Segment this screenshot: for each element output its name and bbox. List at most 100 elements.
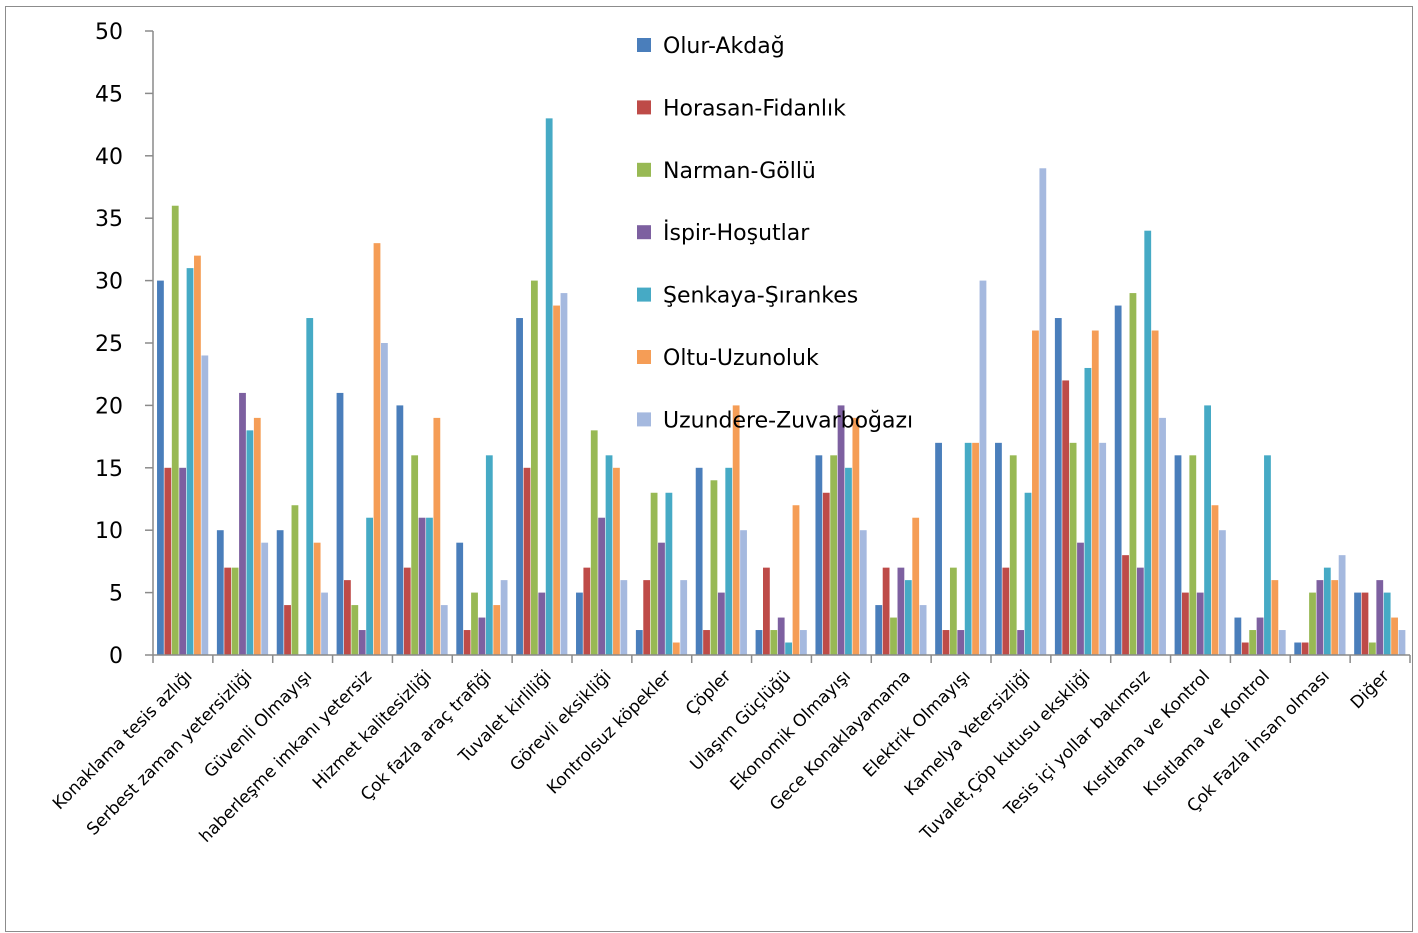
bar [351,605,359,655]
bar [598,517,606,655]
y-tick-label: 35 [95,207,123,232]
bar [1211,505,1219,655]
bar [164,467,172,655]
bar [373,243,381,655]
bar [313,542,321,655]
bar [1241,642,1249,655]
bar [995,442,1002,655]
bar [590,430,598,655]
bar [1099,442,1107,655]
bar [890,617,897,655]
bar [336,392,344,655]
bar [1069,442,1077,655]
bar [1144,230,1152,655]
y-tick-label: 20 [95,394,123,419]
bar [253,417,261,655]
bar [650,492,658,655]
bar [643,580,651,655]
bar [179,467,187,655]
bar [1129,293,1137,655]
bar [777,617,785,655]
bar [1009,455,1017,655]
y-tick-label: 40 [95,145,123,170]
bar [897,567,905,655]
bar [710,480,718,655]
bar [358,630,366,655]
bar [852,417,860,655]
bar [800,630,807,655]
bar [972,442,979,655]
bar [366,517,373,655]
bar [1189,455,1197,655]
y-tick-label: 50 [95,20,123,45]
bar [538,592,546,655]
legend-swatch [637,162,651,177]
bar [717,592,725,655]
bar [620,580,628,655]
bar [576,592,583,655]
bar [1234,617,1242,655]
chart-frame [5,6,1413,932]
bar [493,605,501,655]
legend-swatch [637,225,651,240]
bar [725,467,733,655]
bar [1182,592,1189,655]
bar [440,605,448,655]
bar [964,442,972,655]
bar [1039,168,1047,655]
bar [426,517,433,655]
bar [403,567,411,655]
bar [740,530,747,655]
y-axis-ticks: 0 5 10 15 20 25 30 35 40 45 50 [95,20,153,669]
bar [276,530,284,655]
bar [942,630,950,655]
bar [845,467,852,655]
bar [583,567,591,655]
bar [1204,405,1211,655]
bar [545,118,553,656]
bar [456,542,464,655]
bar [979,280,987,655]
bar [1323,567,1331,655]
bar [875,605,883,655]
bar [246,430,254,655]
bar [1309,592,1316,655]
bar [418,517,426,655]
bar [613,467,620,655]
x-tick-label: Güvenli Olmayışı [201,666,317,782]
bar [1077,542,1084,655]
bar [1383,592,1391,655]
bar [344,580,351,655]
bar [216,530,224,655]
y-tick-label: 10 [95,519,123,544]
bar [1024,492,1032,655]
bar [1054,318,1062,655]
bar [433,417,441,655]
bar [1316,580,1324,655]
bar [1002,567,1010,655]
bar [1338,555,1346,655]
bar [732,405,740,655]
y-tick-label: 25 [95,332,123,357]
bar [1114,305,1122,655]
bar [1354,592,1361,655]
bar [523,467,531,655]
bar [904,580,912,655]
legend-swatch [637,100,651,115]
bar [1331,580,1339,655]
bar [949,567,957,655]
bar [471,592,478,655]
bar [1271,580,1279,655]
bar [957,630,965,655]
bar [1151,330,1159,655]
bar [463,630,471,655]
x-tick-label: Elektrik Olmayışı [859,666,974,781]
bar [1256,617,1264,655]
y-tick-label: 30 [95,270,123,295]
bar [822,492,830,655]
bar [1136,567,1144,655]
x-tick-label: Görevli eksikliği [506,666,615,775]
legend-swatch [637,38,651,52]
bar [680,580,688,655]
